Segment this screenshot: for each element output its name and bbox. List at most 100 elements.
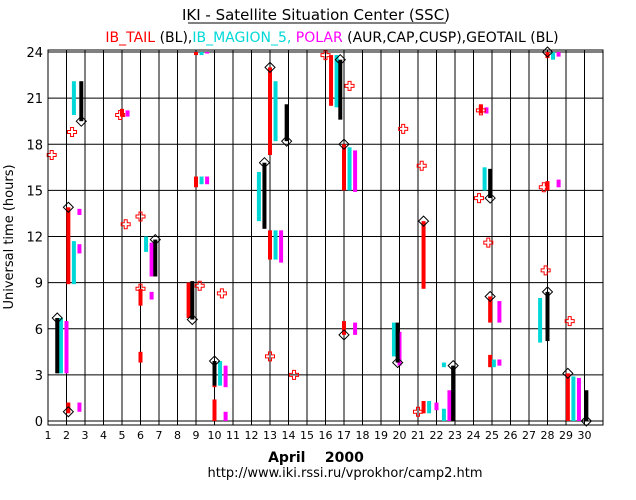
interval-bar: [441, 362, 446, 368]
interval-bar: [66, 207, 71, 285]
x-tick-label: 4: [100, 429, 107, 442]
interval-bar: [153, 239, 158, 277]
interval-bar: [71, 81, 76, 116]
interval-bars: [55, 52, 589, 421]
interval-bar: [545, 291, 550, 342]
interval-bar: [149, 291, 154, 300]
x-tick-label: 21: [411, 429, 425, 442]
diamond-marker: [280, 135, 293, 147]
x-tick-label: 5: [119, 429, 126, 442]
interval-bar: [194, 52, 198, 56]
cross-marker: [135, 283, 146, 294]
diamond-marker: [447, 359, 459, 372]
diamond-marker: [62, 201, 75, 213]
cross-marker: [475, 105, 486, 116]
diamond-marker: [208, 355, 221, 367]
diamond-marker: [541, 286, 554, 298]
cross-marker: [413, 406, 423, 417]
interval-bar: [488, 296, 493, 323]
interval-bar: [395, 322, 400, 363]
interval-bar: [55, 317, 60, 374]
interval-bar: [199, 176, 204, 185]
interval-bar: [565, 373, 570, 421]
interval-bar: [347, 147, 352, 191]
interval-bar: [571, 376, 576, 421]
diamond-marker: [541, 46, 554, 58]
cross-marker: [120, 219, 131, 230]
cross-marker: [320, 50, 331, 61]
interval-bar: [488, 168, 493, 199]
interval-bar: [342, 321, 346, 335]
interval-bar: [186, 282, 191, 318]
diamond-marker: [338, 138, 350, 150]
interval-bar: [212, 361, 217, 386]
cross-marker: [344, 80, 355, 91]
x-tick-label: 8: [174, 429, 181, 442]
interval-bar: [482, 167, 487, 191]
interval-bar: [488, 354, 493, 368]
cross-marker: [564, 316, 575, 327]
interval-bar: [545, 52, 550, 59]
interval-bar: [64, 321, 69, 374]
x-tick-label: 10: [208, 429, 222, 442]
y-tick-label: 15: [26, 184, 43, 199]
interval-bar: [79, 81, 84, 122]
interval-bar: [451, 365, 456, 421]
y-tick-label: 0: [35, 415, 43, 430]
x-tick-label: 11: [226, 429, 240, 442]
subtitle-part-1: (BL),: [155, 30, 192, 46]
cross-marker: [289, 369, 300, 380]
interval-bar: [149, 242, 154, 277]
y-tick-label: 21: [26, 92, 43, 107]
chart-title: IKI - Satellite Situation Center (SSC): [182, 6, 450, 24]
interval-bar: [218, 361, 223, 386]
source-url: http://www.iki.rssi.ru/vprokhor/camp2.ht…: [208, 466, 483, 481]
diamond-marker: [334, 53, 347, 66]
y-tick-label: 24: [26, 46, 43, 61]
interval-bar: [223, 365, 228, 388]
chart-subtitle: IB_TAIL (BL),IB_MAGION_5, POLAR (AUR,CAP…: [105, 30, 558, 46]
cross-marker: [538, 182, 549, 193]
cross-marker: [483, 237, 494, 248]
cross-marker: [398, 123, 409, 134]
interval-bar: [273, 230, 278, 260]
interval-bar: [71, 241, 76, 285]
y-tick-label: 18: [26, 138, 43, 153]
interval-bar: [66, 402, 71, 414]
subtitle-part-0: IB_TAIL: [105, 30, 155, 46]
interval-bar: [58, 317, 63, 374]
cross-marker: [540, 265, 551, 276]
interval-bar: [427, 401, 432, 414]
interval-bar: [556, 179, 561, 188]
x-tick-label: 20: [393, 429, 407, 442]
x-tick-label: 7: [156, 429, 163, 442]
interval-bar: [205, 52, 210, 54]
diamond-marker: [580, 415, 593, 427]
cross-marker: [265, 351, 275, 362]
diamond-marker: [149, 233, 162, 246]
interval-bar: [194, 176, 198, 188]
x-tick-labels: 1 2 3 4 5 6 7 8 9 10 11 12 13 14 15 16 17 18 19 20 21 22 23 24 2…: [45, 429, 592, 442]
diamond-marker: [484, 192, 496, 204]
grid: [48, 50, 603, 425]
cross-marker: [474, 193, 485, 204]
x-tick-label: 25: [485, 429, 499, 442]
interval-bar: [284, 104, 289, 142]
interval-bar: [125, 110, 130, 117]
diamond-marker: [186, 313, 199, 326]
diamond-marker: [264, 61, 276, 74]
x-tick-label: 19: [374, 429, 388, 442]
x-tick-label: 12: [245, 429, 259, 442]
x-tick-label: 15: [300, 429, 314, 442]
y-tick-label: 3: [35, 369, 43, 384]
diamond-marker: [51, 312, 63, 324]
interval-bar: [434, 402, 439, 411]
x-axis-label: April 2000: [268, 450, 364, 466]
diamond-marker: [562, 367, 574, 380]
x-tick-label: 26: [504, 429, 518, 442]
interval-bar: [497, 359, 502, 366]
interval-bar: [268, 230, 272, 260]
interval-bar: [334, 55, 339, 108]
x-tick-label: 2: [63, 429, 70, 442]
